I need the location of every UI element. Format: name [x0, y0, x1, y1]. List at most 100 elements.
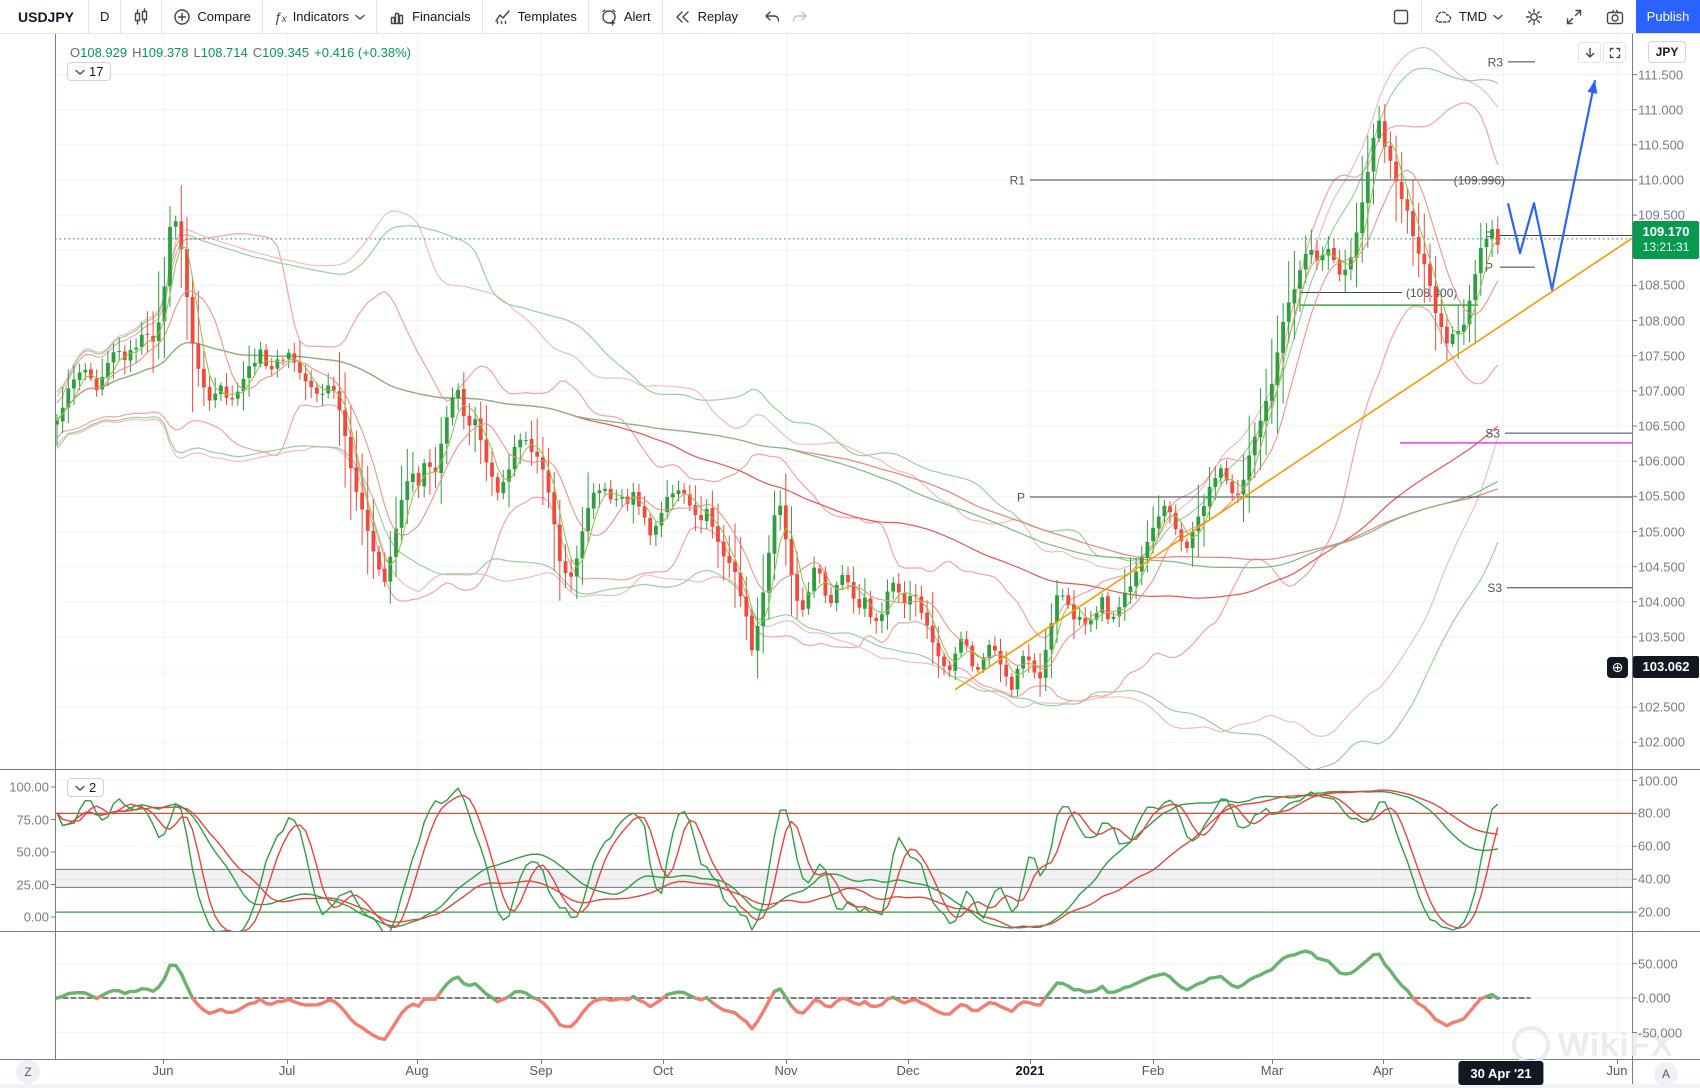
month-label: Nov: [774, 1063, 798, 1078]
price-label: 105.000: [1638, 524, 1685, 539]
symbol-name[interactable]: USDJPY: [18, 8, 75, 25]
financials-button[interactable]: Financials: [377, 0, 482, 33]
redo-button[interactable]: [787, 0, 819, 33]
chevron-down-icon: [1493, 13, 1503, 21]
toolbar-spacer: [819, 0, 1381, 33]
price-label: 107.000: [1638, 383, 1685, 399]
stoch-left-label: 100.00: [9, 779, 49, 795]
month-label: Feb: [1141, 1063, 1165, 1078]
stoch-left-label: 50.00: [16, 844, 49, 860]
price-label: 110.000: [1638, 172, 1685, 188]
replay-icon: [674, 8, 692, 26]
price-label: 106.500: [1638, 418, 1685, 434]
price-label: 109.500: [1638, 207, 1685, 223]
cloud-layout-button[interactable]: TMD: [1422, 0, 1514, 33]
templates-button[interactable]: Templates: [483, 0, 588, 33]
toolbar-separator: [88, 0, 90, 33]
indicators-label: Indicators: [292, 9, 350, 24]
date-tooltip: 30 Apr '21: [1458, 1061, 1544, 1085]
timezone-button[interactable]: Z: [16, 1060, 40, 1084]
alarm-clock-icon: [600, 8, 618, 26]
publish-button[interactable]: Publish: [1636, 0, 1700, 33]
price-label: 103.500: [1638, 629, 1685, 645]
compare-button[interactable]: Compare: [162, 0, 261, 33]
stoch-right-label: 20.00: [1638, 904, 1671, 920]
stoch-right-label: 60.00: [1638, 838, 1671, 854]
cloud-icon: [1433, 8, 1453, 26]
alert-button[interactable]: Alert: [589, 0, 662, 33]
stoch-right-label: 40.00: [1638, 871, 1671, 887]
price-label: 111.000: [1638, 102, 1684, 118]
replay-button[interactable]: Replay: [663, 0, 749, 33]
layout-button[interactable]: [1381, 0, 1421, 33]
stoch-right-label: 80.00: [1638, 805, 1671, 821]
close-label: C: [252, 45, 263, 60]
maximize-pane-button[interactable]: [1603, 42, 1626, 63]
toolbar-separator: [161, 0, 163, 33]
financials-label: Financials: [412, 9, 471, 24]
price-label: 107.500: [1638, 348, 1685, 364]
price-label: 104.500: [1638, 559, 1685, 575]
toolbar-separator: [661, 0, 663, 33]
month-label: Apr: [1372, 1063, 1394, 1078]
layout-name-label: TMD: [1458, 9, 1487, 24]
month-label: Oct: [652, 1063, 674, 1078]
svg-text:R1: R1: [1010, 174, 1026, 188]
compare-plus-icon: [173, 8, 191, 26]
month-label: Jun: [1606, 1063, 1628, 1078]
chevron-down-icon: [355, 13, 365, 21]
chevron-down-icon: [75, 69, 85, 75]
ohlc-legend: O108.929 H109.378 L108.714 C109.345 +0.4…: [70, 45, 411, 60]
pane2-collapse-chip[interactable]: 2: [67, 778, 105, 797]
fx-icon: ƒx: [273, 8, 287, 25]
price-label: 108.000: [1638, 313, 1685, 329]
open-value: 108.929: [80, 45, 128, 60]
indicators-button[interactable]: ƒx Indicators: [263, 0, 376, 33]
settings-gear-button[interactable]: [1514, 0, 1554, 33]
month-label: Sep: [529, 1063, 553, 1078]
scroll-to-recent-button[interactable]: [1578, 42, 1601, 63]
month-label: Aug: [405, 1063, 429, 1078]
price-label: 102.500: [1638, 699, 1685, 715]
svg-text:(108.400): (108.400): [1406, 286, 1457, 300]
toolbar-separator: [481, 0, 483, 33]
stoch-left-label: 0.00: [23, 909, 49, 925]
price-label: 105.500: [1638, 488, 1685, 504]
svg-text:(109.996): (109.996): [1454, 174, 1505, 188]
crosshair-price-tag: 103.062: [1633, 656, 1699, 678]
toolbar-separator: [587, 0, 589, 33]
price-label: 111.500: [1638, 67, 1684, 83]
bar-countdown: 13:21:31: [1642, 240, 1690, 254]
change-value: +0.416 (+0.38%): [314, 45, 411, 60]
price-label: 102.000: [1638, 734, 1685, 750]
month-label: Jun: [152, 1063, 174, 1078]
fullscreen-button[interactable]: [1554, 0, 1594, 33]
momentum-pane[interactable]: [55, 932, 1632, 1059]
momentum-label: -50.000: [1638, 1025, 1683, 1040]
compare-label: Compare: [197, 9, 251, 24]
momentum-label: 50.000: [1638, 956, 1678, 971]
interval-button[interactable]: D: [100, 9, 110, 24]
alert-label: Alert: [623, 9, 651, 24]
svg-text:S3: S3: [1487, 581, 1502, 595]
indicators-collapse-chip[interactable]: 17: [67, 62, 112, 81]
right-axis-labels: 111.500111.000110.500110.000109.500109.0…: [1638, 0, 1700, 1088]
svg-text:P: P: [1485, 229, 1493, 243]
chart-style-button[interactable]: [121, 0, 161, 33]
main-price-pane[interactable]: [55, 34, 1632, 769]
toolbar-separator: [120, 0, 122, 33]
screenshot-camera-button[interactable]: [1594, 0, 1636, 33]
replay-label: Replay: [697, 9, 739, 24]
toolbar-separator: [376, 0, 378, 33]
low-value: 108.714: [200, 45, 248, 60]
price-label: 108.500: [1638, 277, 1685, 293]
currency-badge[interactable]: JPY: [1648, 41, 1686, 63]
undo-button[interactable]: [749, 0, 787, 33]
add-order-plus-button[interactable]: ⊕: [1607, 657, 1628, 678]
svg-text:S3: S3: [1485, 427, 1500, 441]
svg-text:P: P: [1017, 491, 1025, 505]
stochastic-pane[interactable]: [55, 770, 1632, 931]
toolbar-separator: [1420, 0, 1422, 33]
auto-scale-button[interactable]: A: [1654, 1062, 1678, 1086]
